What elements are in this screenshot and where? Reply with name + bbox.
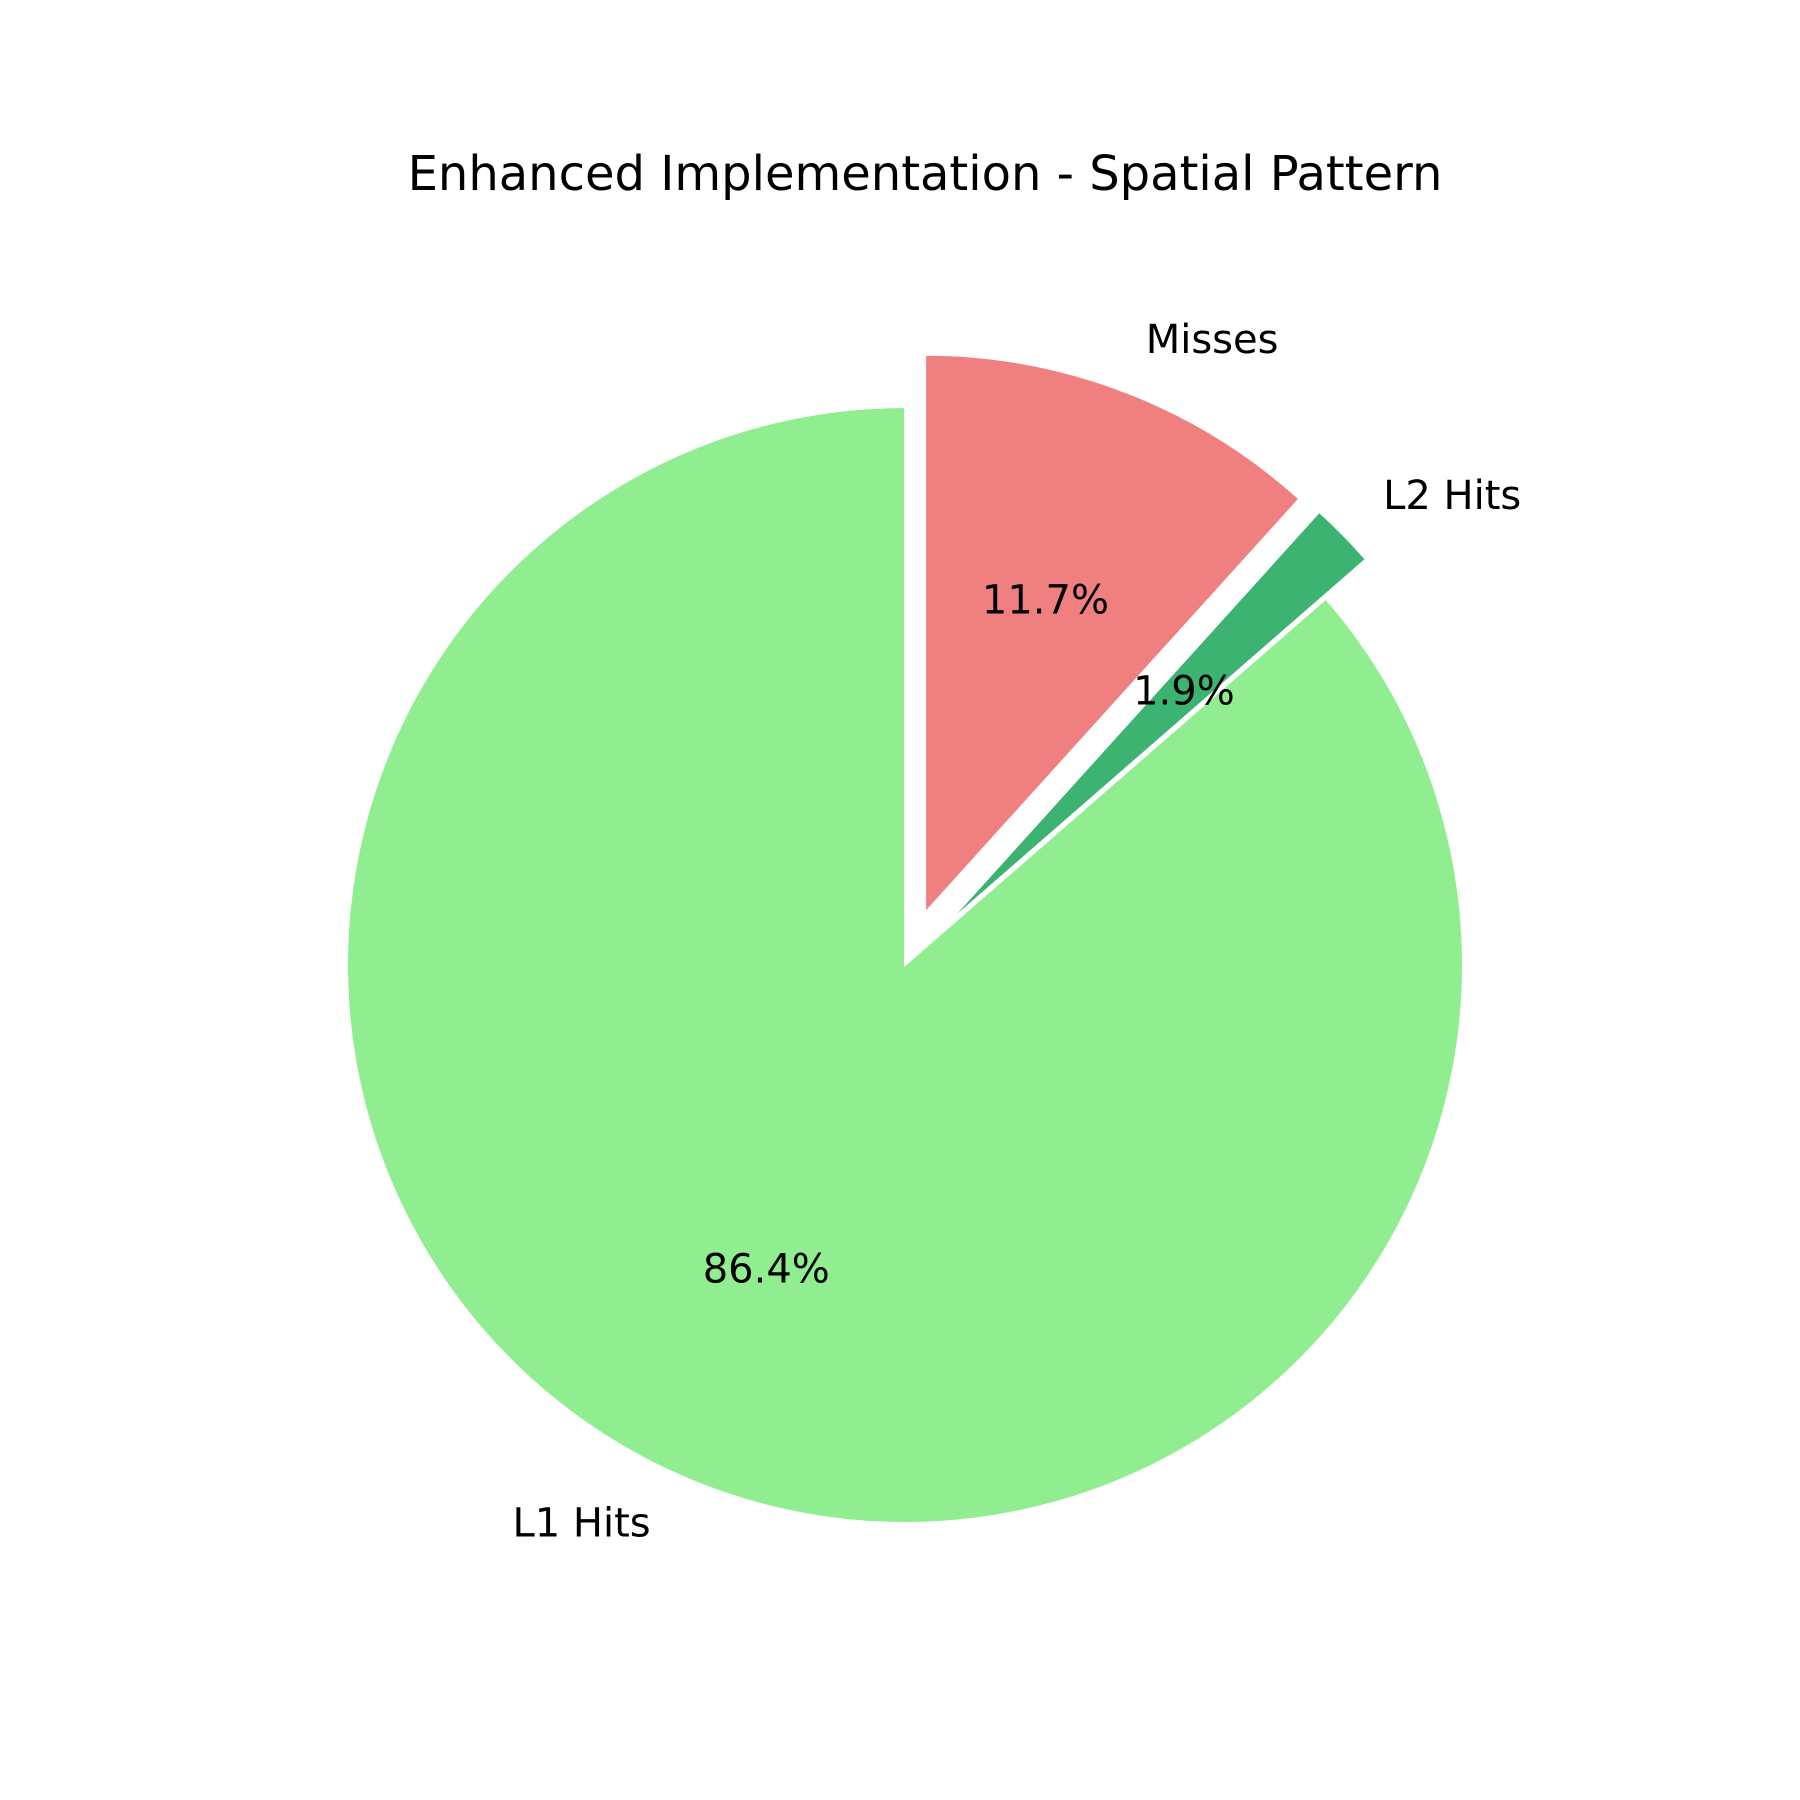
percent-label-l2-hits: 1.9% [1133,668,1235,714]
pie-slices [346,353,1464,1524]
slice-label-l1-hits: L1 Hits [512,1501,650,1547]
pie-slice-l1-hits [346,405,1464,1524]
pie-slice-l2-hits [944,510,1368,927]
percent-label-misses: 11.7% [982,577,1109,623]
slice-labels: Misses L2 Hits L1 Hits [512,317,1521,1547]
slice-label-l2-hits: L2 Hits [1383,473,1521,519]
chart-title: Enhanced Implementation - Spatial Patter… [408,146,1443,202]
percent-label-l1-hits: 86.4% [703,1247,830,1293]
slice-label-misses: Misses [1146,317,1279,363]
percent-labels: 11.7% 1.9% 86.4% [703,577,1235,1292]
pie-slice-misses [924,353,1301,916]
